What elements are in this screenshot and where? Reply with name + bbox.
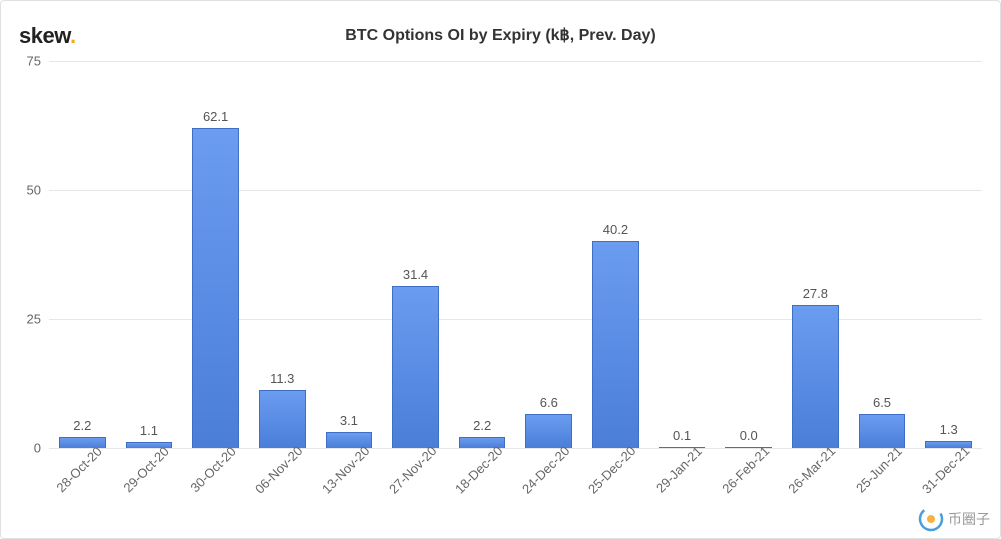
x-tick-label: 27-Nov-20: [382, 448, 449, 538]
bar-value-label: 2.2: [73, 418, 91, 433]
bar-value-label: 1.1: [140, 423, 158, 438]
bar: [392, 286, 439, 448]
x-tick-label: 18-Dec-20: [449, 448, 516, 538]
bar-slot: 0.1: [649, 61, 716, 448]
bar-slot: 2.2: [449, 61, 516, 448]
bar-slot: 62.1: [182, 61, 249, 448]
bar: [592, 241, 639, 448]
chart-title: BTC Options OI by Expiry (k฿, Prev. Day): [1, 25, 1000, 45]
bar-value-label: 2.2: [473, 418, 491, 433]
bar-value-label: 11.3: [270, 371, 294, 386]
bar-slot: 40.2: [582, 61, 649, 448]
bar-value-label: 1.3: [940, 422, 958, 437]
bar: [192, 128, 239, 448]
y-tick-label: 0: [34, 441, 49, 456]
bar-value-label: 31.4: [403, 267, 428, 282]
x-tick-label: 26-Mar-21: [782, 448, 849, 538]
plot-area: 0255075 2.21.162.111.33.131.42.26.640.20…: [49, 61, 982, 448]
x-tick-label: 29-Oct-20: [116, 448, 183, 538]
bar-slot: 1.1: [116, 61, 183, 448]
bar: [259, 390, 306, 448]
bar-slot: 27.8: [782, 61, 849, 448]
y-tick-label: 75: [27, 54, 49, 69]
x-tick-label: 25-Dec-20: [582, 448, 649, 538]
x-tick-label: 26-Feb-21: [715, 448, 782, 538]
bar-value-label: 40.2: [603, 222, 628, 237]
bar-slot: 0.0: [715, 61, 782, 448]
bar-slot: 11.3: [249, 61, 316, 448]
bar-slot: 6.6: [515, 61, 582, 448]
bar-value-label: 62.1: [203, 109, 228, 124]
bar: [59, 437, 106, 448]
x-tick-label: 30-Oct-20: [182, 448, 249, 538]
watermark-icon: [918, 506, 944, 532]
bar: [792, 305, 839, 448]
bar-value-label: 0.0: [740, 428, 758, 443]
bars-group: 2.2 1.1 62.1 11.3 3.1 31.4 2.2 6.6 40.2 0.1 0.0 27.…: [49, 61, 982, 448]
bar-value-label: 3.1: [340, 413, 358, 428]
x-tick-label: 06-Nov-20: [249, 448, 316, 538]
bar: [859, 414, 906, 448]
bar-value-label: 6.6: [540, 395, 558, 410]
bar-slot: 2.2: [49, 61, 116, 448]
x-tick-label: 24-Dec-20: [515, 448, 582, 538]
y-tick-label: 50: [27, 182, 49, 197]
x-tick-label: 28-Oct-20: [49, 448, 116, 538]
bar-slot: 31.4: [382, 61, 449, 448]
bar-slot: 1.3: [915, 61, 982, 448]
x-tick-label: 29-Jan-21: [649, 448, 716, 538]
bar: [525, 414, 572, 448]
bar-value-label: 0.1: [673, 428, 691, 443]
x-tick-label: 25-Jun-21: [849, 448, 916, 538]
watermark-text: 币圈子: [948, 509, 990, 529]
bar-value-label: 27.8: [803, 286, 828, 301]
watermark: 币圈子: [918, 506, 990, 532]
bar-slot: 6.5: [849, 61, 916, 448]
x-axis-labels: 28-Oct-2029-Oct-2030-Oct-2006-Nov-2013-N…: [49, 448, 982, 538]
bar-slot: 3.1: [316, 61, 383, 448]
y-tick-label: 25: [27, 311, 49, 326]
x-tick-label: 13-Nov-20: [316, 448, 383, 538]
bar-value-label: 6.5: [873, 395, 891, 410]
chart-card: skew. BTC Options OI by Expiry (k฿, Prev…: [0, 0, 1001, 539]
